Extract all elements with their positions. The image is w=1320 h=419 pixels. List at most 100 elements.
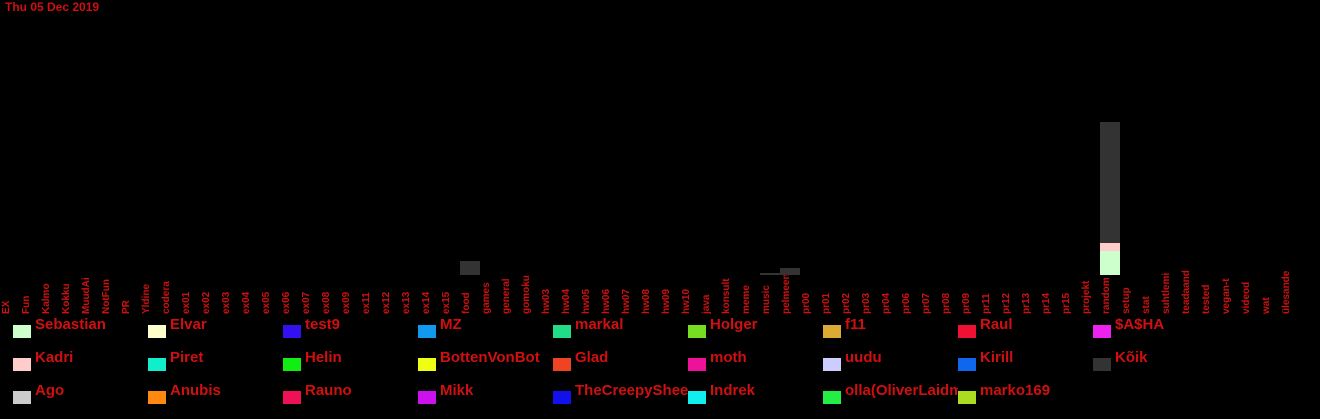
legend-swatch	[823, 358, 841, 371]
legend-item: Ago	[13, 382, 148, 404]
legend-label: MZ	[440, 316, 462, 333]
legend-swatch	[823, 325, 841, 338]
legend-label: marko169	[980, 382, 1051, 399]
category-label-setup: setup	[1121, 287, 1132, 314]
legend-swatch	[553, 325, 571, 338]
legend-label: f11	[845, 316, 866, 333]
category-label-NotFun: NotFun	[101, 279, 112, 314]
bar-random-Kõik	[1100, 122, 1120, 243]
legend-item: marko169	[958, 382, 1093, 404]
legend-swatch	[418, 358, 436, 371]
legend-label: Kirill	[980, 349, 1014, 366]
legend-swatch	[688, 391, 706, 404]
category-label-ülesanded: ülesande	[1281, 270, 1292, 314]
legend-label: olla(OliverLaidma)	[845, 382, 958, 399]
category-label-gomoku: gomoku	[521, 275, 532, 314]
legend-label: Mikk	[440, 382, 474, 399]
legend-item: Glad	[553, 349, 688, 371]
legend-item: Raul	[958, 316, 1093, 338]
category-label-pr08: pr08	[941, 292, 952, 314]
category-label-ex14: ex14	[421, 291, 432, 314]
bar-random-Sebastian	[1100, 251, 1120, 275]
legend-label: TheCreepySheep	[575, 382, 688, 399]
category-label-hw06: hw06	[601, 289, 612, 314]
category-label-videod: videod	[1241, 282, 1252, 314]
category-label-pr07: pr07	[921, 292, 932, 314]
category-label-PR: PR	[121, 299, 132, 314]
legend-label: Glad	[575, 349, 609, 366]
category-label-projekt: projekt	[1081, 280, 1092, 314]
category-label-ex01: ex01	[181, 291, 192, 314]
category-label-konsult: konsult	[721, 278, 732, 314]
category-label-Kokku: Kokku	[61, 283, 72, 314]
legend-swatch	[13, 325, 31, 338]
category-label-pr14: pr14	[1041, 292, 1052, 314]
legend-swatch	[823, 391, 841, 404]
category-label-pr02: pr02	[841, 292, 852, 314]
category-label-music: music	[761, 285, 772, 314]
category-label-hw08: hw08	[641, 289, 652, 314]
legend-item: Rauno	[283, 382, 418, 404]
legend-label: moth	[710, 349, 747, 366]
category-label-ex15: ex15	[441, 291, 452, 314]
legend-swatch	[148, 391, 166, 404]
category-label-suhtlemine: suhtlemi	[1161, 273, 1172, 314]
stacked-bar-chart: EX Fun Kalmo Kokku MuudAi NotFun PR Yldine coder…	[1, 122, 1292, 315]
legend-label: Kõik	[1115, 349, 1148, 366]
category-label-java: java	[701, 294, 712, 315]
legend-label: Kadri	[35, 349, 74, 366]
legend-swatch	[148, 325, 166, 338]
category-label-pr01: pr01	[821, 292, 832, 314]
legend-label: BottenVonBot	[440, 349, 540, 366]
legend-item: Piret	[148, 349, 283, 371]
legend-label: Piret	[170, 349, 204, 366]
category-label-general: general	[501, 278, 512, 314]
legend-swatch	[958, 325, 976, 338]
category-label-EX: EX	[1, 300, 12, 314]
legend-item: Helin	[283, 349, 418, 371]
category-label-ex06: ex06	[281, 291, 292, 314]
bar-music-Kõik	[760, 273, 780, 275]
category-label-food: food	[461, 292, 472, 314]
category-label-pr12: pr12	[1001, 292, 1012, 314]
category-label-MuudAi: MuudAi	[81, 277, 92, 314]
category-label-games: games	[481, 282, 492, 314]
legend-label: test9	[305, 316, 341, 333]
category-label-hw03: hw03	[541, 289, 552, 314]
legend-item: f11	[823, 316, 958, 338]
legend-item: Sebastian	[13, 316, 148, 338]
legend-item: Kõik	[1093, 349, 1228, 371]
category-label-ex12: ex12	[381, 291, 392, 314]
category-label-ex03: ex03	[221, 291, 232, 314]
category-label-ex13: ex13	[401, 291, 412, 314]
category-label-pr15: pr15	[1061, 292, 1072, 314]
category-label-hw10: hw10	[681, 289, 692, 314]
legend-label: Ago	[35, 382, 65, 399]
legend-swatch	[148, 358, 166, 371]
bar-pelmeen-Kõik	[780, 268, 800, 275]
legend-item: Indrek	[688, 382, 823, 404]
category-label-random: random	[1101, 277, 1112, 314]
legend-label: $A$HA	[1115, 316, 1165, 333]
bar-random-Kadri	[1100, 243, 1120, 251]
category-label-pr03: pr03	[861, 292, 872, 314]
legend-item: $A$HA	[1093, 316, 1228, 338]
legend-swatch	[688, 358, 706, 371]
date-label: Thu 05 Dec 2019	[5, 0, 100, 14]
category-label-tested: tested	[1201, 285, 1212, 314]
category-label-hw09: hw09	[661, 289, 672, 314]
category-label-Yldine: Yldine	[141, 284, 152, 314]
legend-swatch	[688, 325, 706, 338]
category-label-pr04: pr04	[881, 292, 892, 314]
legend-label: uudu	[845, 349, 882, 366]
category-label-Fun: Fun	[21, 296, 32, 314]
category-label-pelmeen: pelmeen	[781, 273, 792, 314]
legend-item: TheCreepySheep	[553, 382, 688, 404]
legend-label: markal	[575, 316, 624, 333]
legend-swatch	[418, 325, 436, 338]
category-label-pr06: pr06	[901, 292, 912, 314]
category-label-wat: wat	[1261, 297, 1272, 315]
legend-item: MZ	[418, 316, 553, 338]
legend-label: Sebastian	[35, 316, 106, 333]
